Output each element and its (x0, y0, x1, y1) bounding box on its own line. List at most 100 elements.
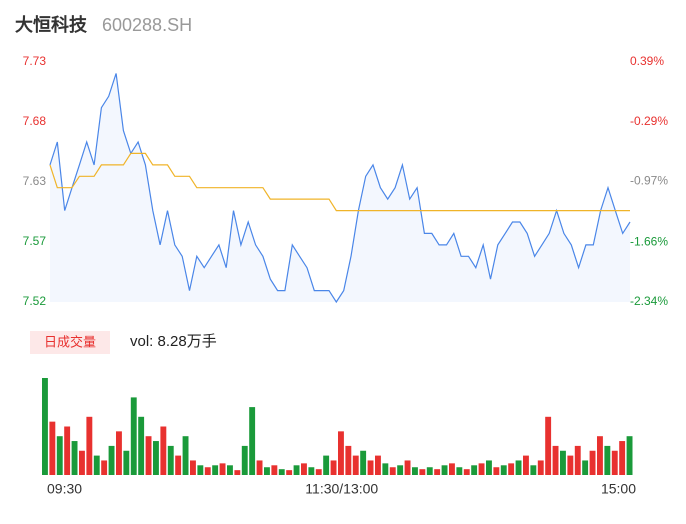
volume-bar (338, 431, 344, 475)
volume-bar (463, 469, 470, 475)
volume-bar (611, 450, 618, 475)
volume-bar (574, 445, 581, 475)
volume-bar (308, 467, 315, 475)
volume-bar (560, 450, 566, 475)
y2-tick-label: -2.34% (630, 294, 668, 308)
volume-bar (234, 470, 241, 475)
volume-bar (345, 445, 352, 475)
y-tick-label: 7.57 (23, 234, 47, 248)
volume-bar (323, 455, 330, 475)
volume-bar (49, 421, 56, 475)
volume-bar (204, 467, 211, 475)
volume-bar (626, 436, 633, 475)
volume-bar (604, 445, 611, 475)
stock-code: 600288.SH (102, 15, 192, 35)
average-line (49, 152, 630, 212)
y-tick-label: 7.52 (23, 294, 47, 308)
volume-bar (86, 416, 93, 475)
volume-bar (360, 450, 367, 475)
volume-bar (167, 445, 174, 475)
volume-bar (397, 465, 404, 475)
volume-bar (449, 463, 455, 475)
volume-bar (426, 467, 433, 475)
volume-bar (256, 460, 263, 475)
y-tick-label: 7.68 (23, 114, 47, 128)
y-tick-label: 7.73 (23, 54, 47, 68)
y2-tick-label: -1.66% (630, 234, 668, 248)
volume-bar (42, 378, 48, 475)
volume-bar (493, 467, 500, 475)
volume-bar (301, 463, 307, 475)
y2-tick-label: 0.39% (630, 54, 664, 68)
y-tick-label: 7.63 (23, 174, 47, 188)
volume-bar (619, 441, 626, 475)
y2-tick-label: -0.97% (630, 174, 668, 188)
volume-bar (597, 436, 603, 475)
x-tick-label: 15:00 (601, 481, 636, 497)
volume-bar (212, 465, 219, 475)
volume-bar (249, 407, 256, 475)
volume-bar (404, 460, 411, 475)
volume-bar (227, 465, 233, 475)
volume-bar (160, 426, 167, 475)
volume-bar (182, 436, 189, 475)
volume-bar (108, 445, 115, 475)
volume-bar (589, 450, 596, 475)
volume-bar (93, 455, 100, 475)
volume-bar (145, 436, 152, 475)
volume-bar (582, 460, 589, 475)
price-line (49, 73, 631, 304)
volume-bar (537, 460, 544, 475)
volume-bar (500, 465, 507, 475)
volume-bar (330, 460, 337, 475)
legend-label: 日成交量 (44, 334, 96, 349)
volume-bar (567, 455, 574, 475)
volume-bar (478, 463, 485, 475)
volume-bar (412, 467, 418, 475)
volume-bar (278, 469, 285, 475)
volume-bar (71, 441, 78, 475)
volume-bar (315, 469, 322, 475)
volume-bar (375, 455, 381, 475)
volume-bar (130, 397, 137, 475)
volume-bar (545, 416, 552, 475)
volume-bar (389, 467, 396, 475)
volume-bar (286, 470, 293, 475)
volume-bar (190, 460, 196, 475)
stock-name: 大恒科技 (15, 14, 88, 35)
volume-bar (293, 465, 300, 475)
x-tick-label: 11:30/13:00 (305, 481, 378, 497)
volume-bar (153, 441, 159, 475)
volume-bar (64, 426, 71, 475)
volume-bar (367, 460, 374, 475)
y2-tick-label: -0.29% (630, 114, 668, 128)
volume-bar (175, 455, 182, 475)
volume-bar (352, 455, 359, 475)
volume-bar (508, 463, 515, 475)
volume-bar (116, 431, 122, 475)
volume-bar (530, 465, 537, 475)
volume-bar (471, 465, 478, 475)
volume-bar (138, 416, 145, 475)
volume-bar (486, 460, 492, 475)
volume-text: vol: 8.28万手 (130, 333, 217, 350)
volume-bar (271, 465, 278, 475)
volume-bar (552, 445, 559, 475)
price-area (50, 73, 630, 302)
volume-bar (382, 463, 389, 475)
volume-bar (101, 460, 108, 475)
x-tick-label: 09:30 (47, 481, 82, 497)
volume-bar (456, 467, 463, 475)
volume-bar (56, 436, 63, 475)
volume-bar (241, 445, 248, 475)
volume-bar (264, 467, 270, 475)
volume-bar (123, 450, 130, 475)
volume-bar (79, 450, 85, 475)
volume-bar (515, 460, 522, 475)
volume-bar (434, 469, 441, 475)
volume-bar (219, 463, 226, 475)
volume-bar (197, 465, 204, 475)
volume-bar (419, 469, 426, 475)
legend-box (30, 331, 110, 354)
